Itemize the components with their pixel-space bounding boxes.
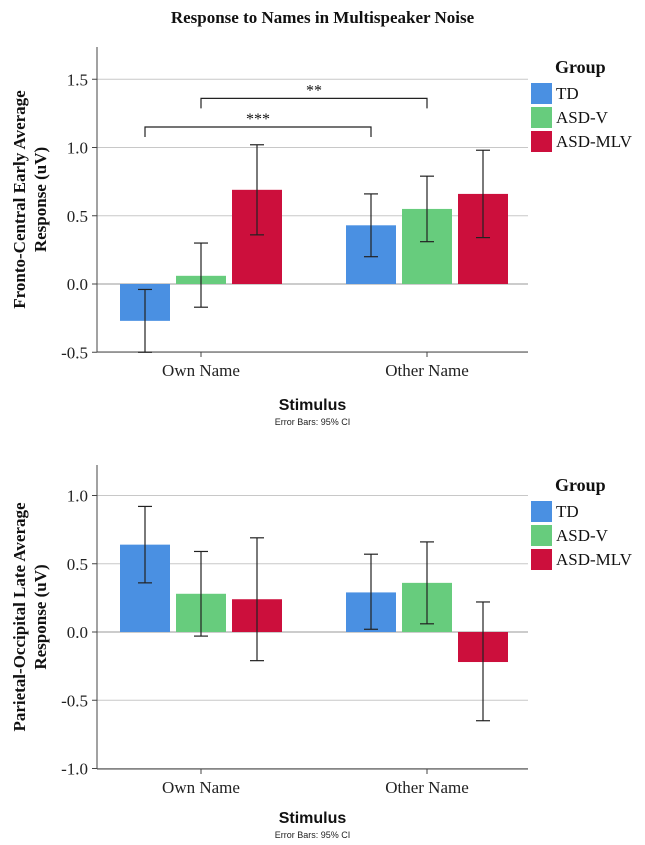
- legend-label: TD: [556, 502, 579, 521]
- legend-title: Group: [555, 57, 606, 77]
- legend-label: ASD-V: [556, 108, 609, 127]
- significance-bracket: [200, 97, 428, 109]
- y-tick-label: 0.5: [67, 207, 88, 226]
- chart-panel-2: 1.0 0.5 0.0 -0.5 -1.0 Own Name Other Name Parie…: [10, 465, 633, 840]
- error-bar-note: Error Bars: 95% CI: [275, 830, 351, 840]
- x-axis-label: Stimulus: [279, 397, 347, 414]
- error-bar-note: Error Bars: 95% CI: [275, 417, 351, 427]
- legend-label: ASD-V: [556, 526, 609, 545]
- x-category-label: Own Name: [162, 361, 240, 380]
- y-axis-label: Parietal-Occipital Late Average: [10, 502, 29, 732]
- legend: Group TD ASD-V ASD-MLV: [531, 475, 633, 570]
- x-axis-label: Stimulus: [279, 810, 347, 827]
- legend-label: TD: [556, 84, 579, 103]
- legend-swatch-asd-mlv: [531, 131, 552, 152]
- y-axis-label: Response (uV): [31, 564, 50, 669]
- legend-swatch-asd-v: [531, 525, 552, 546]
- significance-bracket: [144, 126, 372, 138]
- significance-label: **: [306, 82, 322, 99]
- y-tick-label: 1.5: [67, 70, 88, 89]
- legend-title: Group: [555, 475, 606, 495]
- y-axis-label: Response (uV): [31, 147, 50, 252]
- y-tick-label: 0.5: [67, 555, 88, 574]
- legend-label: ASD-MLV: [556, 550, 633, 569]
- x-category-label: Other Name: [385, 778, 469, 797]
- x-category-label: Other Name: [385, 361, 469, 380]
- legend-label: ASD-MLV: [556, 132, 633, 151]
- x-category-label: Own Name: [162, 778, 240, 797]
- legend-swatch-td: [531, 501, 552, 522]
- figure-title: Response to Names in Multispeaker Noise: [170, 8, 475, 27]
- y-tick-label: -0.5: [61, 691, 88, 710]
- y-tick-label: -1.0: [61, 760, 88, 779]
- y-tick-label: 0.0: [67, 623, 88, 642]
- y-tick-label: 1.0: [67, 139, 88, 158]
- y-axis-label: Fronto-Central Early Average: [10, 90, 29, 309]
- y-tick-label: 0.0: [67, 275, 88, 294]
- legend-swatch-td: [531, 83, 552, 104]
- legend: Group TD ASD-V ASD-MLV: [531, 57, 633, 152]
- significance-label: ***: [246, 111, 270, 128]
- legend-swatch-asd-mlv: [531, 549, 552, 570]
- y-tick-label: -0.5: [61, 343, 88, 362]
- legend-swatch-asd-v: [531, 107, 552, 128]
- y-tick-label: 1.0: [67, 487, 88, 506]
